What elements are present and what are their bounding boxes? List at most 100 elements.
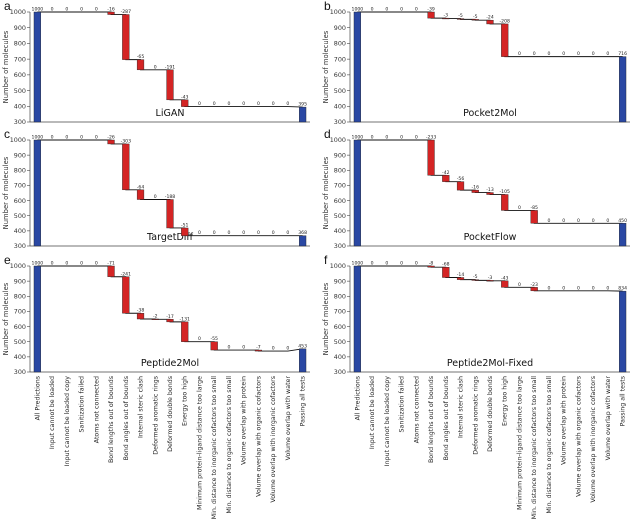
bar-drop (151, 318, 159, 321)
value-label: 0 (242, 101, 245, 107)
y-tick-label: 600 (14, 323, 26, 331)
bar-drop (166, 319, 174, 323)
bar-drop (427, 11, 435, 19)
category-label: Atoms not connected (93, 376, 100, 443)
category-label: Volume overlap with water (285, 376, 292, 461)
y-tick-label: 500 (334, 212, 346, 220)
y-tick-label: 900 (334, 277, 346, 285)
category-label: Input cannot be loaded copy (64, 376, 71, 466)
bar-drop (210, 341, 218, 351)
value-label: 0 (371, 7, 374, 13)
value-label: 0 (577, 218, 580, 224)
category-label: Sanitization failed (79, 376, 86, 433)
y-tick-label: 300 (14, 118, 26, 126)
y-tick-label: 1000 (10, 262, 26, 270)
value-label: -241 (121, 271, 132, 277)
y-tick-label: 700 (334, 182, 346, 190)
value-label: 0 (518, 282, 521, 288)
y-tick-label: 600 (14, 71, 26, 79)
panel-letter: a (4, 0, 11, 13)
panel-title: PocketFlow (464, 232, 517, 243)
value-label: 0 (400, 7, 403, 13)
y-tick-label: 500 (14, 338, 26, 346)
panel-c: c TargetDiff Number of molecules 300 400 500 6… (2, 127, 310, 250)
bar-drop (254, 349, 263, 352)
bar-all-predictions (33, 265, 41, 373)
value-label: 368 (298, 230, 307, 236)
panel-letter: b (324, 0, 331, 13)
bar-drop (427, 265, 435, 268)
bar-passing-all-tests (619, 223, 627, 247)
bar-all-predictions (353, 265, 361, 373)
category-label: Bond lengths out of bounds (428, 376, 435, 463)
value-label: 0 (592, 51, 595, 57)
value-label: 0 (592, 285, 595, 291)
value-label: -55 (210, 336, 218, 342)
y-tick-label: 500 (14, 87, 26, 95)
y-tick-label: 800 (14, 166, 26, 174)
bar-drop (501, 23, 509, 57)
value-label: -64 (137, 184, 145, 190)
value-label: 0 (80, 7, 83, 13)
value-label: 0 (65, 261, 68, 267)
value-label: 1000 (352, 7, 364, 13)
y-tick-label: 800 (334, 166, 346, 174)
bar-drop (136, 59, 145, 71)
category-label: Passing all tests (620, 376, 627, 426)
value-label: 0 (547, 51, 550, 57)
panel-e: e Peptide2Mol Number of molecules 300 400 500… (2, 253, 310, 519)
value-label: 0 (65, 7, 68, 13)
value-label: -16 (107, 7, 115, 13)
y-tick-label: 800 (14, 292, 26, 300)
bar-drop (442, 267, 450, 278)
value-label: -65 (137, 54, 145, 60)
bar-drop (122, 14, 130, 60)
running-total-line (37, 11, 303, 108)
bar-all-predictions (353, 11, 361, 123)
y-tick-label: 900 (334, 151, 346, 159)
y-tick-label: 900 (334, 24, 346, 32)
bar-drop (166, 69, 174, 101)
value-label: 0 (198, 230, 201, 236)
category-label: Volume overlap with water (605, 376, 612, 461)
bar-drop (530, 210, 538, 224)
y-tick-label: 400 (14, 227, 26, 235)
value-label: 1000 (32, 7, 44, 13)
y-tick-label: 500 (334, 338, 346, 346)
category-label: Internal steric clash (458, 376, 465, 438)
bar-drop (486, 19, 494, 25)
y-tick-label: 400 (334, 353, 346, 361)
bar-drop (107, 139, 115, 145)
category-label: Bond angles out of bounds (443, 376, 450, 460)
value-label: 1000 (352, 261, 364, 267)
bar-drop (471, 279, 479, 281)
value-label: 0 (272, 101, 275, 107)
value-label: 0 (547, 218, 550, 224)
value-label: -5 (473, 14, 478, 20)
y-tick-label: 800 (334, 40, 346, 48)
y-tick-label: 900 (14, 277, 26, 285)
bar-drop (181, 99, 189, 107)
category-label: Min. distance to organic cofactors too s… (226, 376, 233, 514)
y-tick-label: 600 (334, 71, 346, 79)
value-label: -303 (121, 138, 132, 144)
value-label: -13 (486, 187, 494, 193)
value-label: 0 (385, 7, 388, 13)
running-total-line (37, 265, 303, 352)
value-label: 0 (272, 230, 275, 236)
bar-drop (427, 139, 435, 176)
value-label: 0 (533, 51, 536, 57)
value-label: 0 (606, 218, 609, 224)
value-label: 0 (385, 261, 388, 267)
value-label: 0 (65, 135, 68, 141)
bar-drop (486, 280, 494, 282)
running-total-line (357, 265, 623, 292)
value-label: 0 (562, 285, 565, 291)
y-tick-label: 300 (14, 242, 26, 250)
value-label: -17 (166, 314, 174, 320)
value-label: 0 (257, 230, 260, 236)
value-label: 0 (213, 230, 216, 236)
value-label: 0 (80, 261, 83, 267)
y-tick-label: 1000 (330, 136, 346, 144)
category-label: All Predictions (354, 376, 361, 420)
